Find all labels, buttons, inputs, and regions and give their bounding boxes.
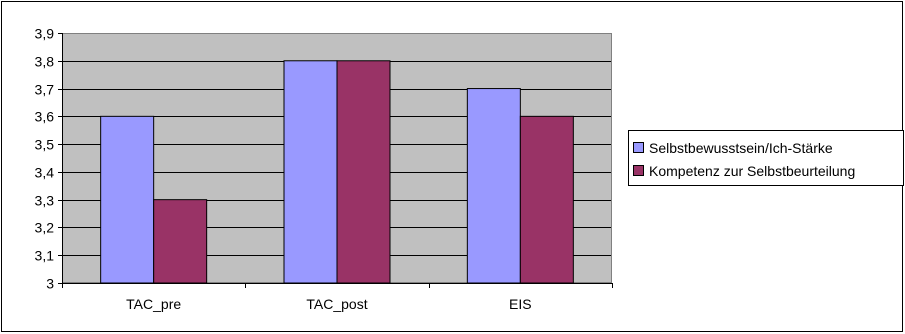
legend-item-series-2: Kompetenz zur Selbstbeurteilung [633,159,903,182]
x-tick-label: TAC_pre [126,296,181,312]
y-tick-label: 3,2 [35,220,55,236]
legend: Selbstbewusstsein/Ich-Stärke Kompetenz z… [628,130,904,186]
plot-area: 3 3,1 3,2 3,3 3,4 3,5 3,6 3,7 3,8 3,9 TAC_pre TAC_p… [35,26,613,312]
bar-eis-series-1 [466,88,521,284]
legend-label-series-2: Kompetenz zur Selbstbeurteilung [649,162,856,179]
legend-swatch-series-1 [633,142,644,153]
y-tick-label: 3,1 [35,248,55,264]
bar-tac-pre-series-1 [100,115,155,284]
y-tick-label: 3,5 [35,137,55,153]
y-tick-label: 3,4 [35,165,55,181]
legend-label-series-1: Selbstbewusstsein/Ich-Stärke [649,139,833,156]
y-tick-label: 3,7 [35,82,55,98]
x-tick-label: EIS [509,296,532,312]
legend-swatch-series-2 [633,165,644,176]
y-tick-label: 3,6 [35,109,55,125]
legend-item-series-1: Selbstbewusstsein/Ich-Stärke [633,136,903,159]
bar-tac-post-series-2 [336,60,391,284]
bar-tac-pre-series-2 [153,199,208,284]
bar-tac-post-series-1 [283,60,338,284]
y-tick-label: 3,8 [35,54,55,70]
x-tick-label: TAC_post [306,296,367,312]
y-tick-label: 3,9 [35,26,55,42]
bar-eis-series-2 [519,115,574,284]
y-tick-label: 3 [46,276,54,292]
y-tick-label: 3,3 [35,193,55,209]
